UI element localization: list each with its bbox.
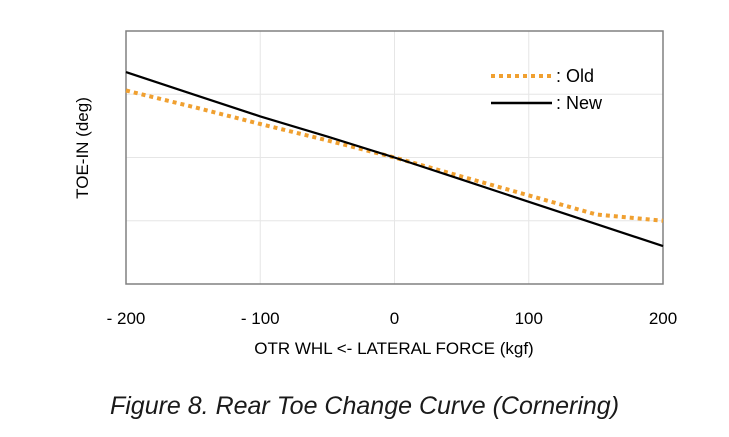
x-tick-label: 200 bbox=[649, 309, 677, 328]
series-layer bbox=[125, 71, 664, 248]
plot-frame bbox=[125, 30, 664, 285]
chart: - 200 - 100 0 100 200 OTR WHL <- LATERAL FOR… bbox=[73, 30, 678, 358]
legend: : Old : New bbox=[491, 66, 603, 113]
x-tick-label: 100 bbox=[515, 309, 543, 328]
figure-caption: Figure 8. Rear Toe Change Curve (Corneri… bbox=[109, 392, 620, 420]
legend-label: : New bbox=[556, 93, 603, 113]
x-tick-labels: - 200 - 100 0 100 200 bbox=[107, 309, 678, 328]
x-tick-label: - 100 bbox=[241, 309, 280, 328]
series-line-new bbox=[125, 71, 664, 248]
x-tick-label: - 200 bbox=[107, 309, 146, 328]
y-axis-label: TOE-IN (deg) bbox=[73, 97, 92, 199]
x-axis-label: OTR WHL <- LATERAL FORCE (kgf) bbox=[254, 339, 533, 358]
legend-label: : Old bbox=[556, 66, 594, 86]
x-tick-label: 0 bbox=[390, 309, 399, 328]
